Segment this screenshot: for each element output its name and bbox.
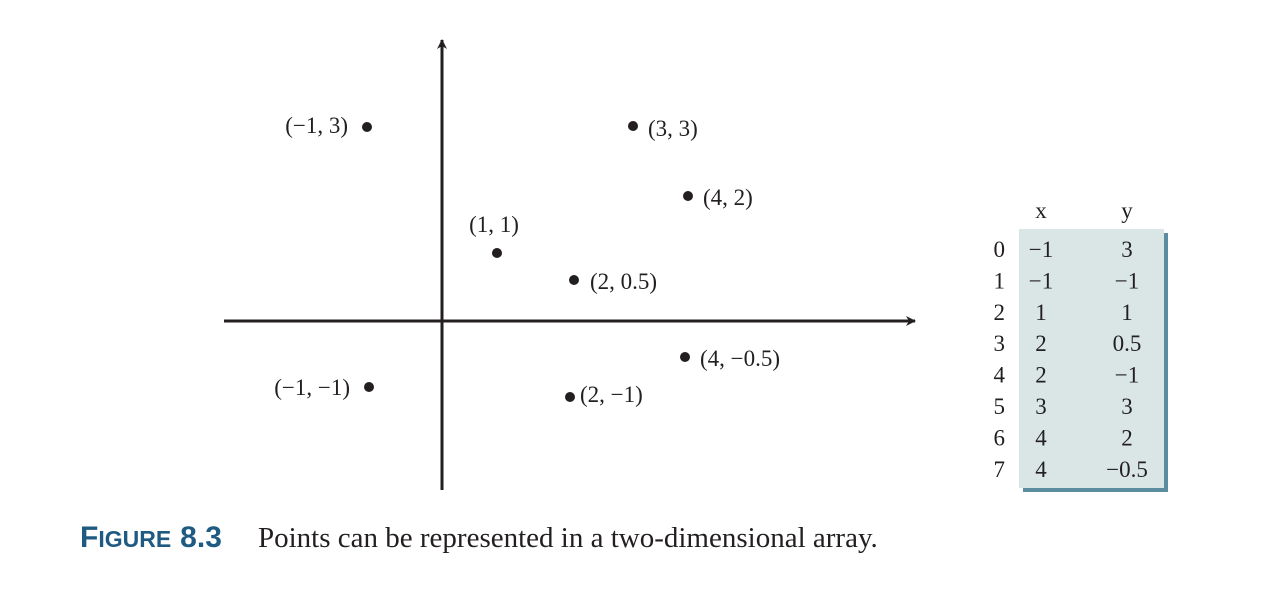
point-marker <box>683 191 693 201</box>
table-cell-y: −0.5 <box>1106 457 1148 482</box>
point-marker <box>362 122 372 132</box>
point-label: (2, 0.5) <box>590 269 657 294</box>
table-cell-y: −1 <box>1115 363 1139 388</box>
caption-label-first: F <box>80 521 98 554</box>
point-marker <box>569 275 579 285</box>
table-cell-y: 3 <box>1121 237 1133 262</box>
table-cell-y: 0.5 <box>1113 331 1142 356</box>
table-header-x: x <box>1035 198 1047 223</box>
table-cell-x: 4 <box>1035 425 1047 450</box>
caption-label: FIGURE 8.3 <box>80 521 222 554</box>
point-label: (3, 3) <box>648 116 698 141</box>
table-rows: 0 −1 3 1 −1 −1 2 1 1 3 2 0.5 4 2 −1 5 3 3 6 4 2 7 4 −0.5 <box>994 237 1148 482</box>
table-cell-y: 1 <box>1121 300 1133 325</box>
caption-label-rest: IGURE <box>98 526 171 552</box>
table-row-index: 1 <box>994 268 1006 293</box>
table-body <box>1019 229 1164 488</box>
table-cell-x: 4 <box>1035 457 1047 482</box>
table-row-index: 5 <box>994 394 1006 419</box>
point-marker <box>492 248 502 258</box>
table-row-index: 4 <box>994 363 1006 388</box>
point-label: (−1, −1) <box>274 375 350 400</box>
table-cell-x: 1 <box>1035 300 1047 325</box>
points-array-table: x y 0 −1 3 1 −1 −1 2 1 1 3 2 0.5 4 2 −1 5 3 3 6 4 2 7 4 −0.5 <box>994 198 1168 492</box>
table-cell-x: 2 <box>1035 363 1047 388</box>
table-row-index: 2 <box>994 300 1006 325</box>
point-marker <box>628 121 638 131</box>
scatter-points: (−1, 3) (3, 3) (4, 2) (1, 1) (2, 0.5) (4, −0.… <box>274 113 780 407</box>
point-label: (4, −0.5) <box>700 346 780 371</box>
caption-text: Points can be represented in a two-dimen… <box>258 522 878 554</box>
table-header-y: y <box>1121 198 1133 223</box>
point-marker <box>565 392 575 402</box>
point-marker <box>680 352 690 362</box>
figure-caption: FIGURE 8.3 Points can be represented in a… <box>80 521 878 554</box>
table-cell-y: 2 <box>1121 425 1133 450</box>
point-label: (1, 1) <box>469 212 519 237</box>
point-label: (4, 2) <box>703 185 753 210</box>
caption-number: 8.3 <box>180 521 222 554</box>
point-label: (−1, 3) <box>285 113 348 138</box>
point-marker <box>364 382 374 392</box>
point-label: (2, −1) <box>580 382 643 407</box>
table-cell-x: −1 <box>1029 268 1053 293</box>
table-row-index: 7 <box>994 457 1006 482</box>
table-cell-y: 3 <box>1121 394 1133 419</box>
table-cell-x: 3 <box>1035 394 1047 419</box>
table-cell-x: 2 <box>1035 331 1047 356</box>
table-row-index: 3 <box>994 331 1006 356</box>
table-row-index: 0 <box>994 237 1006 262</box>
table-cell-x: −1 <box>1029 237 1053 262</box>
table-row-index: 6 <box>994 425 1006 450</box>
coordinate-axes <box>224 39 916 490</box>
table-cell-y: −1 <box>1115 268 1139 293</box>
